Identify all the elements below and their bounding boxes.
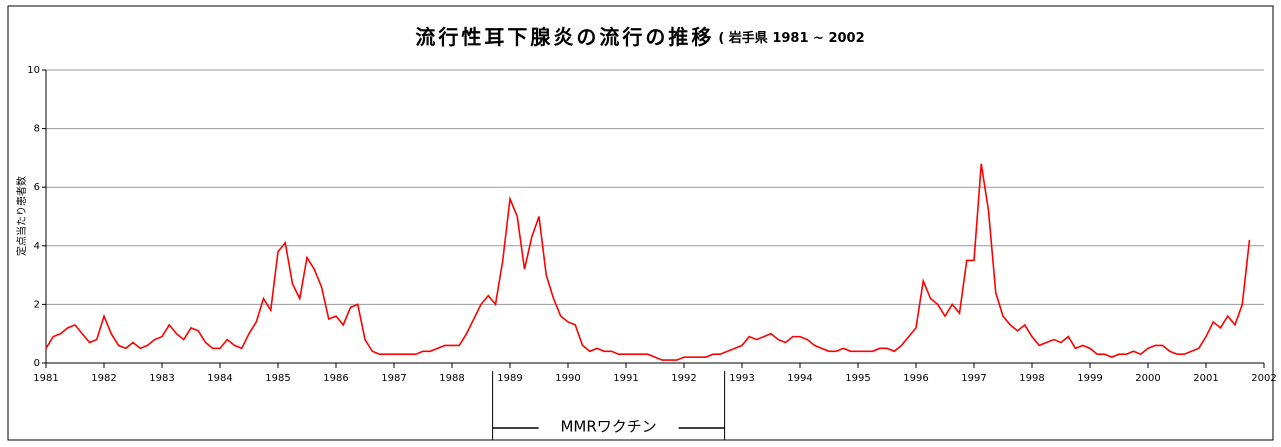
x-tick-label: 1987	[381, 373, 406, 384]
x-tick-label: 1993	[729, 373, 754, 384]
x-tick-label: 1989	[497, 373, 522, 384]
x-tick-label: 1990	[555, 373, 580, 384]
annotation-label: MMRワクチン	[560, 418, 656, 436]
x-tick-label: 1986	[323, 373, 348, 384]
x-tick-label: 1985	[265, 373, 290, 384]
chart-border	[7, 5, 1274, 441]
x-tick-label: 2002	[1251, 373, 1276, 384]
x-tick-label: 1991	[613, 373, 638, 384]
y-tick-label: 2	[34, 299, 40, 310]
y-tick-label: 8	[34, 124, 40, 135]
x-tick-label: 1981	[33, 373, 58, 384]
x-tick-label: 1988	[439, 373, 464, 384]
x-tick-label: 1998	[1019, 373, 1044, 384]
x-tick-label: 1994	[787, 373, 812, 384]
y-axis-label: 定点当たり患者数	[15, 176, 28, 256]
x-tick-label: 1983	[149, 373, 174, 384]
y-tick-label: 6	[34, 182, 40, 193]
x-tick-label: 1997	[961, 373, 986, 384]
y-tick-label: 0	[34, 358, 40, 369]
x-tick-label: 1996	[903, 373, 928, 384]
y-tick-label: 10	[27, 65, 40, 76]
title-main: 流行性耳下腺炎の流行の推移	[415, 25, 714, 49]
x-tick-label: 1984	[207, 373, 232, 384]
x-tick-label: 1999	[1077, 373, 1102, 384]
x-tick-label: 2001	[1193, 373, 1218, 384]
x-tick-label: 2000	[1135, 373, 1160, 384]
data-line	[45, 163, 1251, 361]
chart-title: 流行性耳下腺炎の流行の推移( 岩手県 1981 ~ 2002	[415, 25, 864, 49]
x-tick-label: 1992	[671, 373, 696, 384]
x-tick-label: 1982	[91, 373, 116, 384]
x-tick-label: 1995	[845, 373, 870, 384]
title-sub: ( 岩手県 1981 ~ 2002	[718, 30, 864, 46]
y-tick-label: 4	[34, 241, 40, 252]
